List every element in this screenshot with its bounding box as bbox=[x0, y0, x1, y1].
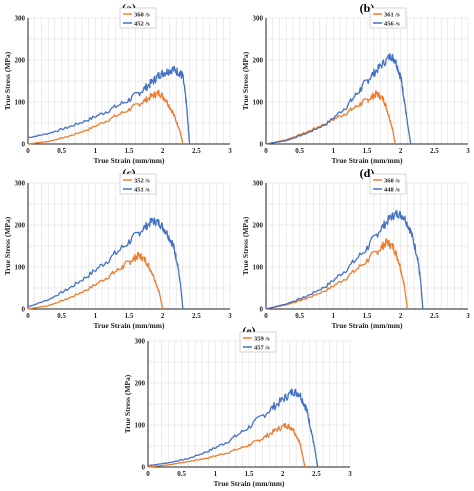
y-axis-label: True Stress (MPa) bbox=[241, 216, 250, 275]
y-tick-label: 300 bbox=[15, 15, 26, 23]
x-tick-label: 2 bbox=[161, 312, 165, 320]
legend-label: 448 /s bbox=[384, 186, 400, 193]
x-tick-label: 2 bbox=[399, 312, 403, 320]
y-tick-label: 200 bbox=[253, 57, 264, 65]
y-tick-label: 100 bbox=[253, 99, 264, 107]
series-line bbox=[147, 388, 319, 468]
legend-label: 352 /s bbox=[134, 177, 150, 184]
x-tick-label: 3 bbox=[466, 147, 470, 155]
series-line bbox=[265, 238, 409, 310]
x-tick-label: 2.5 bbox=[192, 147, 201, 155]
x-tick-label: 2.5 bbox=[192, 312, 201, 320]
x-tick-label: 0.5 bbox=[295, 147, 304, 155]
series-line bbox=[265, 210, 424, 310]
x-tick-label: 3 bbox=[348, 470, 352, 478]
x-tick-label: 0.5 bbox=[57, 312, 66, 320]
x-tick-label: 0.5 bbox=[177, 470, 186, 478]
legend: 352 /s 451 /s bbox=[119, 173, 157, 195]
x-tick-label: 3 bbox=[466, 312, 470, 320]
y-tick-label: 0 bbox=[260, 141, 264, 149]
x-tick-label: 1 bbox=[332, 147, 336, 155]
legend: 360 /s 448 /s bbox=[369, 173, 407, 195]
series-line bbox=[265, 53, 412, 145]
series-line bbox=[265, 90, 396, 145]
y-tick-label: 0 bbox=[22, 141, 26, 149]
legend-label: 451 /s bbox=[134, 186, 150, 193]
y-tick-label: 300 bbox=[15, 180, 26, 188]
y-axis-label: True Stress (MPa) bbox=[241, 51, 250, 110]
y-axis-label: True Stress (MPa) bbox=[123, 374, 132, 433]
x-tick-label: 0 bbox=[26, 147, 30, 155]
x-tick-label: 0 bbox=[146, 470, 150, 478]
series-line bbox=[147, 422, 306, 468]
x-axis-label: True Strain (mm/mm) bbox=[331, 321, 403, 330]
legend-label: 359 /s bbox=[254, 335, 270, 342]
x-axis-label: True Strain (mm/mm) bbox=[331, 156, 403, 165]
x-tick-label: 2 bbox=[281, 470, 285, 478]
legend-label: 360 /s bbox=[384, 177, 400, 184]
y-tick-label: 200 bbox=[15, 222, 26, 230]
x-tick-label: 2.5 bbox=[430, 147, 439, 155]
y-axis-label: True Stress (MPa) bbox=[3, 51, 12, 110]
y-tick-label: 100 bbox=[15, 264, 26, 272]
x-tick-label: 2 bbox=[161, 147, 165, 155]
series-line bbox=[27, 217, 184, 310]
series-line bbox=[27, 89, 184, 145]
y-tick-label: 100 bbox=[253, 264, 264, 272]
legend-label: 456 /s bbox=[384, 20, 400, 27]
x-tick-label: 0.5 bbox=[295, 312, 304, 320]
legend: 360 /s 452 /s bbox=[119, 7, 157, 29]
x-tick-label: 1 bbox=[94, 312, 98, 320]
y-tick-label: 0 bbox=[142, 464, 146, 472]
x-tick-label: 2.5 bbox=[430, 312, 439, 320]
x-tick-label: 2 bbox=[399, 147, 403, 155]
series-line bbox=[27, 251, 164, 310]
series-line bbox=[27, 65, 191, 145]
x-axis-label: True Strain (mm/mm) bbox=[213, 479, 285, 488]
y-tick-label: 100 bbox=[15, 99, 26, 107]
legend: 359 /s 457 /s bbox=[239, 331, 277, 353]
x-tick-label: 1.5 bbox=[363, 312, 372, 320]
y-tick-label: 300 bbox=[253, 180, 264, 188]
legend: 361 /s 456 /s bbox=[369, 7, 407, 29]
x-tick-label: 0 bbox=[26, 312, 30, 320]
legend-label: 452 /s bbox=[134, 20, 150, 27]
x-tick-label: 3 bbox=[228, 312, 232, 320]
legend-label: 360 /s bbox=[134, 11, 150, 18]
x-tick-label: 1 bbox=[332, 312, 336, 320]
y-tick-label: 0 bbox=[22, 306, 26, 314]
legend-label: 361 /s bbox=[384, 11, 400, 18]
x-axis-label: True Strain (mm/mm) bbox=[93, 321, 165, 330]
y-tick-label: 300 bbox=[135, 338, 146, 346]
x-tick-label: 1 bbox=[94, 147, 98, 155]
x-tick-label: 0.5 bbox=[57, 147, 66, 155]
x-tick-label: 1.5 bbox=[245, 470, 254, 478]
x-tick-label: 1.5 bbox=[125, 312, 134, 320]
x-axis-label: True Strain (mm/mm) bbox=[93, 156, 165, 165]
x-tick-label: 1 bbox=[214, 470, 218, 478]
y-tick-label: 0 bbox=[260, 306, 264, 314]
x-tick-label: 0 bbox=[264, 147, 268, 155]
x-tick-label: 1.5 bbox=[363, 147, 372, 155]
x-tick-label: 2.5 bbox=[312, 470, 321, 478]
legend-label: 457 /s bbox=[254, 344, 270, 351]
y-tick-label: 200 bbox=[135, 380, 146, 388]
x-tick-label: 3 bbox=[228, 147, 232, 155]
x-tick-label: 0 bbox=[264, 312, 268, 320]
y-axis-label: True Stress (MPa) bbox=[3, 216, 12, 275]
y-tick-label: 200 bbox=[15, 57, 26, 65]
y-tick-label: 100 bbox=[135, 422, 146, 430]
y-tick-label: 200 bbox=[253, 222, 264, 230]
y-tick-label: 300 bbox=[253, 15, 264, 23]
x-tick-label: 1.5 bbox=[125, 147, 134, 155]
